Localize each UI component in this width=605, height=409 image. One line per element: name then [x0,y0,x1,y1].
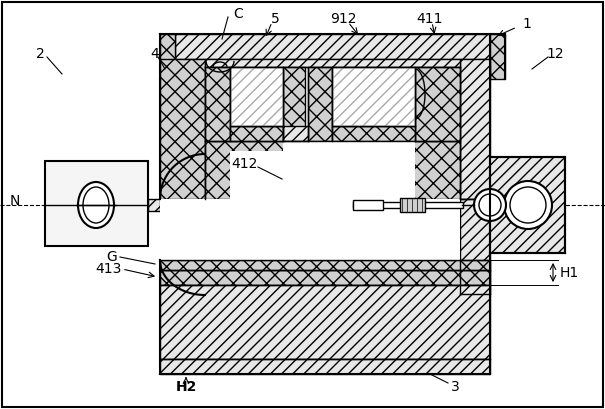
Polygon shape [205,141,460,199]
Polygon shape [205,67,230,141]
Circle shape [479,194,501,216]
Polygon shape [160,34,175,79]
Polygon shape [230,126,283,141]
Text: 1: 1 [523,17,531,31]
Bar [353,202,463,208]
Polygon shape [332,126,415,141]
Bar [353,200,383,210]
Polygon shape [160,359,490,374]
Text: N: N [10,194,21,208]
Polygon shape [332,67,415,126]
Polygon shape [175,34,490,59]
Polygon shape [160,199,460,260]
Polygon shape [160,260,490,270]
Polygon shape [490,34,505,79]
Text: 12: 12 [546,47,564,61]
Polygon shape [160,59,205,199]
Text: 5: 5 [270,12,280,26]
Polygon shape [283,126,308,141]
Circle shape [504,181,552,229]
Text: H1: H1 [560,266,579,280]
Polygon shape [415,67,460,141]
Polygon shape [460,59,490,199]
Polygon shape [148,199,160,211]
Text: G: G [106,250,117,264]
Text: 2: 2 [36,47,44,61]
Polygon shape [160,285,490,359]
Polygon shape [308,67,332,141]
Polygon shape [283,67,305,141]
Text: 4: 4 [151,47,159,61]
Text: 3: 3 [451,380,459,394]
Polygon shape [160,270,490,285]
Text: 412: 412 [232,157,258,171]
Polygon shape [230,67,283,126]
Polygon shape [460,199,490,294]
Bar [45,161,148,246]
Polygon shape [230,141,415,199]
Text: H2: H2 [175,380,197,394]
Circle shape [510,187,546,223]
Text: C: C [233,7,243,21]
Circle shape [474,189,506,221]
Polygon shape [490,157,565,253]
Text: 413: 413 [95,262,121,276]
Bar [400,198,425,212]
Text: 411: 411 [417,12,443,26]
Ellipse shape [83,187,109,223]
Text: 912: 912 [330,12,356,26]
Polygon shape [205,59,460,67]
Ellipse shape [78,182,114,228]
